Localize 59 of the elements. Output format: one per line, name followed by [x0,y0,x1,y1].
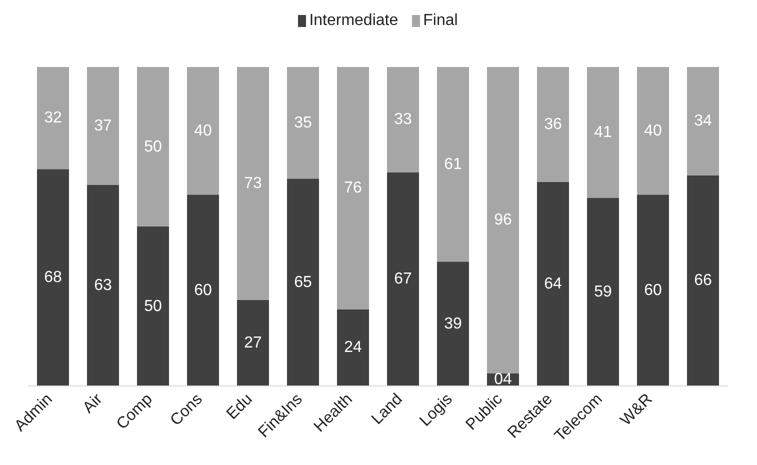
bar [637,67,669,195]
data-label: 76 [344,180,362,197]
data-label: 24 [344,339,362,356]
data-label: 68 [44,269,62,286]
data-label: 50 [144,298,162,315]
bar [387,67,419,172]
data-label: 60 [644,282,662,299]
bar [37,67,69,170]
bar [87,67,119,186]
bar [337,309,369,386]
bar [287,67,319,179]
bar [137,226,169,386]
data-label: 66 [694,272,712,290]
data-label: 59 [594,283,612,300]
x-tick-label: Edu [224,390,256,423]
data-label: 60 [194,282,212,299]
data-label: 36 [544,116,562,133]
data-label: 27 [244,334,262,352]
data-label: 41 [594,124,612,141]
bar [187,194,219,386]
data-label: 39 [444,315,462,332]
bar [337,67,369,310]
data-label: 63 [94,277,112,294]
bar [287,178,319,386]
bar [237,300,269,386]
data-label: 96 [494,212,512,229]
bar [137,67,169,226]
x-tick-label: Air [80,390,106,417]
legend-label: Intermediate [308,12,398,30]
data-label: 65 [294,274,312,291]
bar [487,67,519,374]
bar [437,262,469,386]
data-label: 34 [694,112,712,130]
data-label: 64 [544,275,562,292]
data-label: 50 [144,138,162,156]
data-label: 33 [394,111,412,128]
bar [537,67,569,182]
bar [587,67,619,198]
data-label: 04 [494,371,512,388]
data-label: 40 [194,122,212,140]
bar [637,194,669,386]
bar [237,67,269,300]
data-label: 61 [444,156,462,173]
data-label: 37 [94,118,112,135]
bar [587,198,619,386]
bar [687,67,719,176]
bar [87,185,119,386]
data-label: 73 [244,174,262,192]
data-label: 67 [394,270,412,288]
data-label: 32 [44,110,62,127]
data-label: 40 [644,122,662,140]
bar [387,172,419,386]
bar [37,169,69,386]
bar [187,67,219,195]
bar [437,67,469,262]
legend-label: Final [422,12,458,30]
data-label: 35 [294,114,312,132]
bar [687,175,719,386]
bar [537,182,569,386]
